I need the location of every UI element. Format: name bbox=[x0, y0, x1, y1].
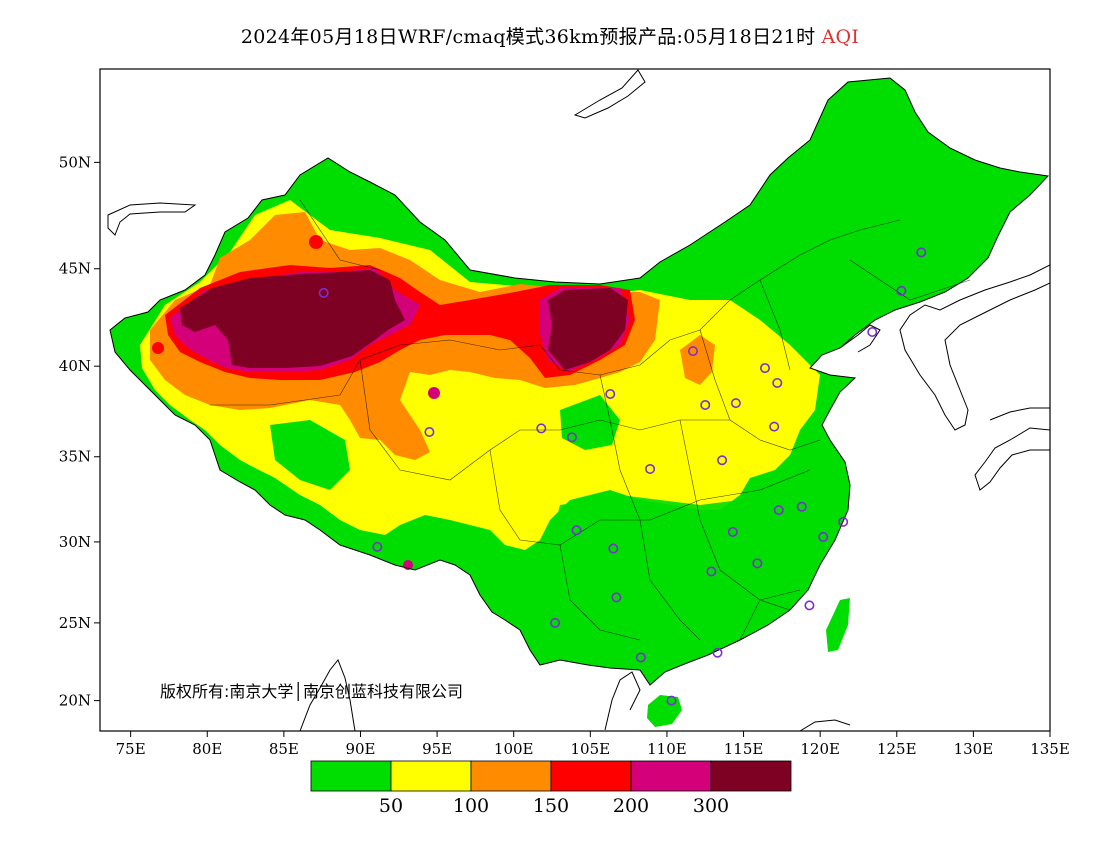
station-marker bbox=[318, 287, 329, 298]
china-outline bbox=[109, 77, 1050, 686]
map-title: 2024年05月18日WRF/cmaq模式36km预报产品:05月18日21时 A… bbox=[0, 22, 1100, 49]
station-marker bbox=[717, 455, 728, 466]
station-marker bbox=[916, 247, 927, 258]
station-marker bbox=[772, 377, 783, 388]
province-boundaries bbox=[210, 199, 971, 641]
aqi-colorbar: 50 100 150 200 300 bbox=[310, 760, 792, 817]
station-marker bbox=[611, 592, 622, 603]
lat-tick-label: 50N bbox=[59, 153, 91, 171]
station-marker bbox=[424, 426, 435, 437]
latitude-axis: 20N 25N 30N 35N 40N 45N 50N bbox=[59, 153, 100, 710]
colorbar-swatch bbox=[310, 760, 392, 792]
longitude-axis: 75E 80E 85E 90E 95E 100E 105E 110E 115E 120E 125E 1… bbox=[116, 731, 1070, 758]
station-marker bbox=[566, 432, 577, 443]
colorbar-label: 300 bbox=[693, 795, 729, 817]
aqi-usg-patch-east bbox=[680, 335, 715, 385]
lon-tick-label: 120E bbox=[800, 740, 840, 758]
lon-tick-label: 135E bbox=[1030, 740, 1070, 758]
station-marker bbox=[666, 695, 677, 706]
hotspot bbox=[428, 387, 440, 399]
station-marker bbox=[769, 421, 780, 432]
station-marker bbox=[727, 526, 738, 537]
colorbar-swatch bbox=[470, 760, 552, 792]
hotspot bbox=[309, 235, 323, 249]
lon-tick-label: 115E bbox=[724, 740, 764, 758]
station-marker bbox=[804, 600, 815, 611]
hainan-island bbox=[647, 695, 682, 727]
station-marker bbox=[700, 399, 711, 410]
title-text: 2024年05月18日WRF/cmaq模式36km预报产品:05月18日21时 bbox=[240, 26, 816, 48]
station-marker bbox=[550, 617, 561, 628]
lat-tick-label: 30N bbox=[59, 533, 91, 551]
copyright-text: 版权所有:南京大学│南京创蓝科技有限公司 bbox=[160, 681, 463, 701]
map-layers bbox=[107, 69, 1050, 731]
station-marker bbox=[759, 363, 770, 374]
station-marker bbox=[712, 647, 723, 658]
colorbar-label: 50 bbox=[379, 795, 403, 817]
station-markers bbox=[318, 247, 927, 706]
lat-tick-label: 25N bbox=[59, 614, 91, 632]
plot-frame bbox=[99, 68, 1051, 732]
station-marker bbox=[605, 389, 616, 400]
lat-tick-label: 35N bbox=[59, 448, 91, 466]
colorbar-swatch bbox=[630, 760, 712, 792]
lon-tick-label: 100E bbox=[494, 740, 534, 758]
station-marker bbox=[752, 558, 763, 569]
station-marker bbox=[796, 501, 807, 512]
taiwan-island bbox=[826, 598, 850, 652]
station-marker bbox=[773, 505, 784, 516]
lat-tick-label: 20N bbox=[59, 692, 91, 710]
station-marker bbox=[838, 516, 849, 527]
station-marker bbox=[687, 346, 698, 357]
lon-tick-label: 85E bbox=[269, 740, 299, 758]
station-marker bbox=[706, 566, 717, 577]
aqi-hazardous-region-west bbox=[180, 270, 405, 368]
colorbar-label: 150 bbox=[533, 795, 569, 817]
station-marker bbox=[372, 541, 383, 552]
lon-tick-label: 90E bbox=[345, 740, 375, 758]
hotspot bbox=[152, 342, 164, 354]
station-marker bbox=[818, 531, 829, 542]
lon-tick-label: 110E bbox=[647, 740, 687, 758]
lat-tick-label: 45N bbox=[59, 260, 91, 278]
station-marker bbox=[645, 463, 656, 474]
station-marker bbox=[867, 327, 878, 338]
colorbar-swatch bbox=[710, 760, 792, 792]
station-marker bbox=[608, 543, 619, 554]
lon-tick-label: 95E bbox=[422, 740, 452, 758]
lon-tick-label: 80E bbox=[192, 740, 222, 758]
lat-tick-label: 40N bbox=[59, 357, 91, 375]
station-marker bbox=[635, 652, 646, 663]
green-patch-tibet bbox=[270, 420, 350, 490]
colorbar-label: 100 bbox=[453, 795, 489, 817]
station-marker bbox=[896, 285, 907, 296]
neighbor-coastlines bbox=[107, 69, 1050, 731]
colorbar-swatch bbox=[550, 760, 632, 792]
lon-tick-label: 75E bbox=[116, 740, 146, 758]
lon-tick-label: 105E bbox=[571, 740, 611, 758]
title-variable: AQI bbox=[821, 26, 860, 48]
station-marker bbox=[536, 423, 547, 434]
lon-tick-label: 125E bbox=[877, 740, 917, 758]
aqi-hazardous-region-east bbox=[548, 288, 628, 370]
station-marker bbox=[730, 398, 741, 409]
colorbar-label: 200 bbox=[613, 795, 649, 817]
station-marker bbox=[571, 525, 582, 536]
colorbar-swatch bbox=[390, 760, 472, 792]
lon-tick-label: 130E bbox=[954, 740, 994, 758]
